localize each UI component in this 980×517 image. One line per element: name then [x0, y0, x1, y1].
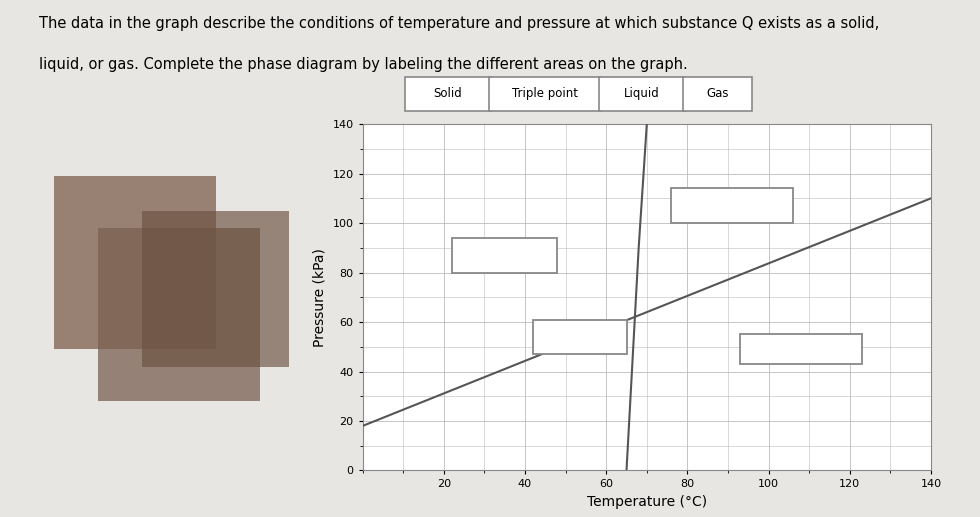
FancyBboxPatch shape — [489, 77, 601, 112]
Y-axis label: Pressure (kPa): Pressure (kPa) — [313, 248, 327, 347]
Bar — [98, 228, 260, 401]
FancyBboxPatch shape — [599, 77, 685, 112]
Text: The data in the graph describe the conditions of temperature and pressure at whi: The data in the graph describe the condi… — [39, 16, 879, 31]
Bar — [740, 334, 862, 364]
FancyBboxPatch shape — [683, 77, 752, 112]
Bar — [452, 238, 558, 272]
Bar — [142, 211, 289, 367]
Text: Liquid: Liquid — [624, 87, 660, 100]
Text: Triple point: Triple point — [512, 87, 578, 100]
FancyBboxPatch shape — [405, 77, 491, 112]
X-axis label: Temperature (°C): Temperature (°C) — [587, 495, 707, 509]
Bar — [671, 188, 793, 223]
Text: Solid: Solid — [433, 87, 463, 100]
Bar — [533, 320, 626, 354]
Bar — [54, 176, 216, 349]
Text: Gas: Gas — [706, 87, 728, 100]
Text: liquid, or gas. Complete the phase diagram by labeling the different areas on th: liquid, or gas. Complete the phase diagr… — [39, 57, 688, 72]
